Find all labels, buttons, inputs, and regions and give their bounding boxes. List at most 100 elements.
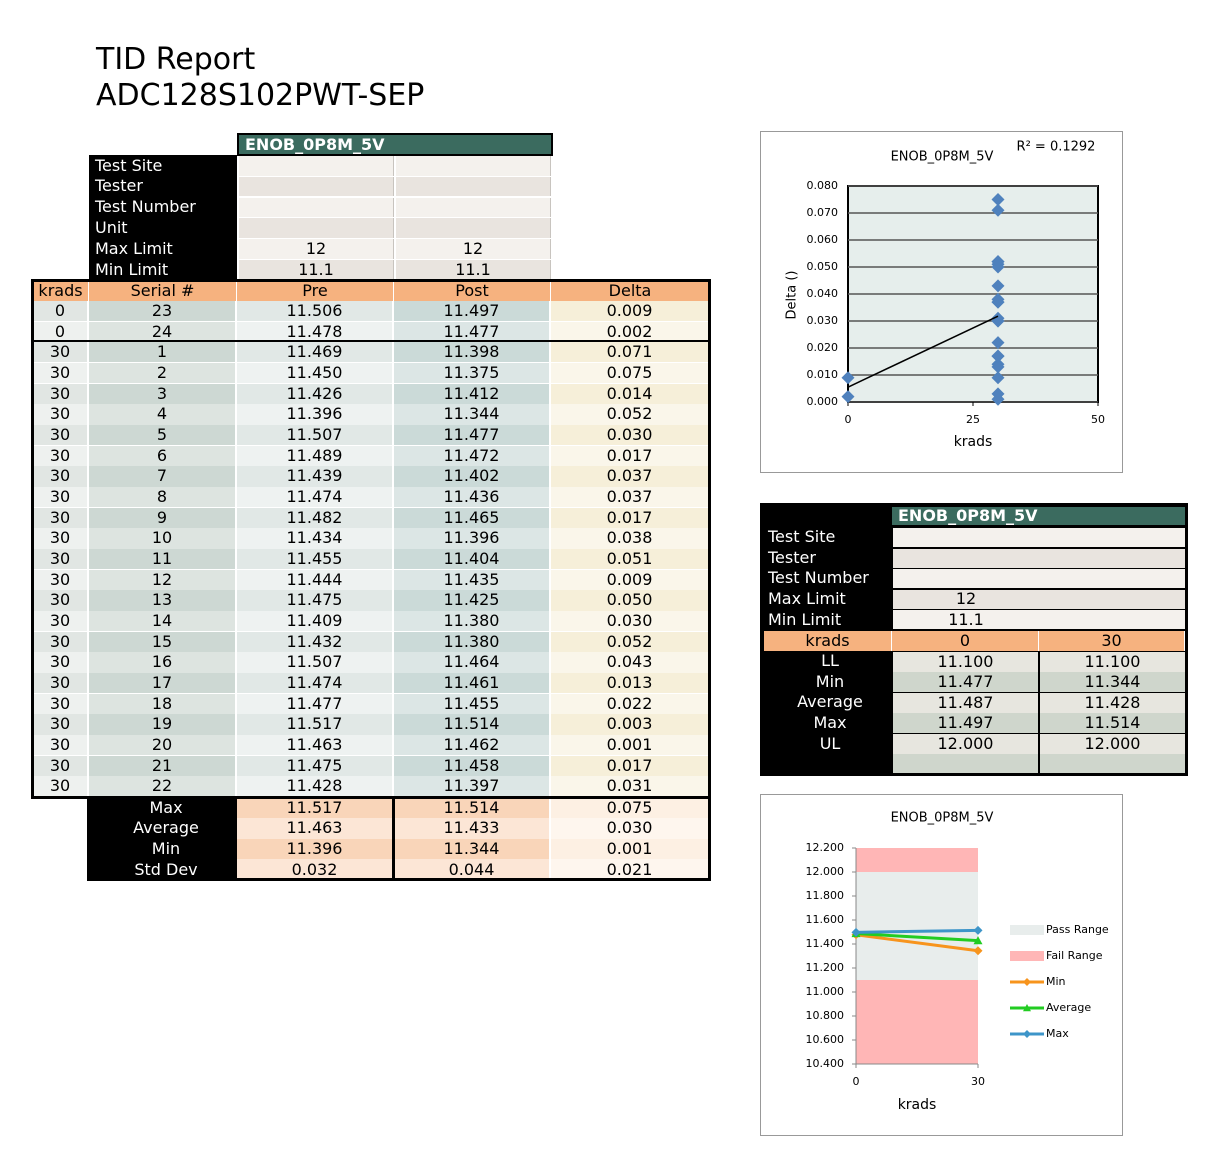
column-header: Post	[394, 281, 551, 301]
info-value	[239, 218, 394, 238]
scatter-point	[991, 360, 1005, 374]
table-cell: 0.052	[551, 631, 710, 653]
table-cell: 0.009	[551, 301, 710, 323]
row-label: Max	[813, 713, 847, 733]
table-cell: 12.000	[1040, 733, 1185, 754]
chart-title: ENOB_0P8M_5V	[891, 150, 994, 165]
info-value: 11.1	[396, 260, 551, 280]
info-value	[396, 156, 551, 176]
legend-label: Max	[1046, 1027, 1069, 1040]
table-cell: 0.037	[551, 487, 710, 509]
info-label: Max Limit	[768, 589, 846, 609]
table-cell: 23	[89, 301, 237, 323]
table-cell: 11.497	[394, 301, 551, 323]
table-border	[31, 340, 711, 342]
scatter-point	[991, 279, 1005, 293]
table-cell: 15	[89, 631, 237, 653]
y-tick-label: 0.070	[807, 206, 839, 219]
table-cell: 30	[33, 590, 89, 612]
series-line	[855, 928, 979, 934]
summary-cell: 0.075	[551, 797, 710, 818]
summary-cell: 11.517	[237, 797, 394, 818]
table-cell: 30	[33, 487, 89, 509]
info-value	[893, 528, 1185, 547]
table-cell: 14	[89, 611, 237, 633]
x-tick-label: 0	[853, 1075, 860, 1088]
table-cell: 11.344	[1040, 672, 1185, 693]
table-cell: 30	[33, 652, 89, 674]
table-cell: 11.100	[893, 651, 1038, 672]
table-cell: 11.455	[394, 693, 551, 715]
table-cell: 0.038	[551, 528, 710, 550]
info-value	[239, 156, 394, 176]
table-cell: 11.464	[394, 652, 551, 674]
table-cell: 11.344	[394, 404, 551, 426]
legend-label: Fail Range	[1046, 949, 1103, 962]
info-label: Test Site	[89, 155, 237, 176]
x-axis-label: krads	[954, 434, 993, 450]
summary-cell: 0.032	[237, 859, 394, 881]
pass-range	[856, 872, 978, 980]
table-cell: 21	[89, 755, 237, 777]
legend-marker	[1023, 978, 1031, 986]
info-label: Min Limit	[89, 259, 237, 280]
y-tick-label: 0.050	[807, 260, 839, 273]
table-cell: 30	[33, 404, 89, 426]
table-cell: 0.022	[551, 693, 710, 715]
table-cell: 11.428	[237, 776, 394, 798]
x-tick-label: 30	[971, 1075, 985, 1088]
summary-label: Min	[89, 838, 237, 860]
info-value	[239, 176, 394, 197]
table-cell: 30	[33, 569, 89, 591]
table-cell: 0.037	[551, 466, 710, 488]
info-label: Min Limit	[768, 609, 842, 629]
table-cell: 11.434	[237, 528, 394, 550]
table-cell: 11.477	[394, 321, 551, 343]
report-subtitle: ADC128S102PWT-SEP	[96, 78, 425, 113]
table-cell: 0.052	[551, 404, 710, 426]
table-cell: 11.463	[237, 735, 394, 757]
table-cell: 30	[33, 693, 89, 715]
table-cell: 11.514	[394, 714, 551, 736]
table-cell: 11.402	[394, 466, 551, 488]
y-tick-label: 10.400	[806, 1057, 845, 1070]
info-label: Test Site	[768, 527, 836, 547]
table-cell: 11.409	[237, 611, 394, 633]
table-cell: 16	[89, 652, 237, 674]
table-cell: 0.051	[551, 549, 710, 571]
table-cell: 11.432	[237, 631, 394, 653]
legend-label: Average	[1046, 1001, 1091, 1014]
table-border	[87, 878, 711, 881]
table-cell: 11.477	[394, 425, 551, 447]
table-cell: 0.030	[551, 425, 710, 447]
summary-label: Max	[89, 797, 237, 818]
summary-cell: 0.044	[394, 859, 551, 881]
table-cell: 11.404	[394, 549, 551, 571]
trendline	[847, 315, 999, 388]
row-label: Min	[815, 671, 845, 691]
table-cell: 11.507	[237, 652, 394, 674]
summary-label: Average	[89, 817, 237, 839]
table-cell: 11.375	[394, 363, 551, 385]
table-cell: 0.003	[551, 714, 710, 736]
info-value: 12	[396, 239, 551, 259]
table-cell: 11.517	[237, 714, 394, 736]
table-cell: 11.506	[237, 301, 394, 323]
series-marker	[973, 936, 983, 945]
info-value: 12	[955, 589, 977, 609]
table-cell: 11.507	[237, 425, 394, 447]
table-cell: 19	[89, 714, 237, 736]
table-cell: 11.478	[237, 321, 394, 343]
table-cell: 11.426	[237, 383, 394, 405]
table-cell: 11.474	[237, 487, 394, 509]
y-tick-label: 11.200	[806, 961, 845, 974]
y-tick-label: 12.000	[806, 865, 845, 878]
y-tick-label: 11.800	[806, 889, 845, 902]
series-line	[855, 932, 979, 943]
table-cell: 0.030	[551, 611, 710, 633]
scatter-point	[991, 371, 1005, 385]
table-cell: 11.472	[394, 445, 551, 467]
table-cell: 6	[89, 445, 237, 467]
summary-cell: 0.021	[551, 859, 710, 881]
